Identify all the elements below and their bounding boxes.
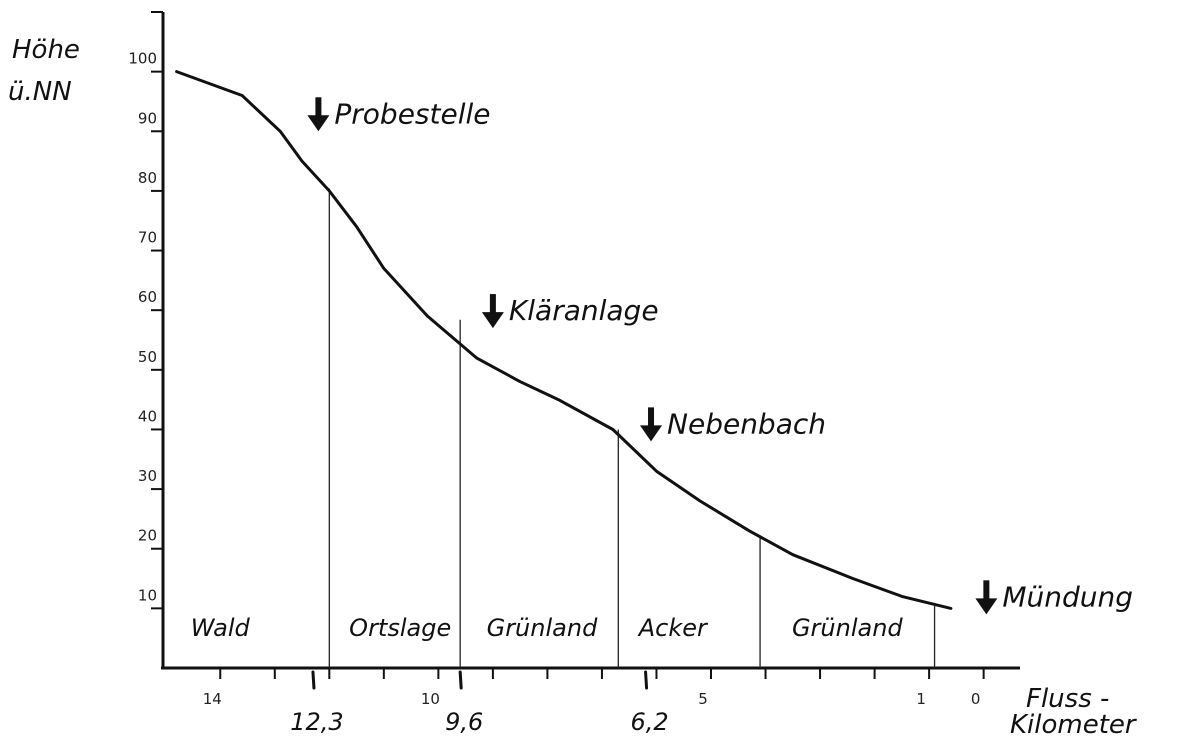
x-tick-label: 1 [916, 690, 926, 708]
down-arrow-head-icon [307, 115, 330, 132]
down-arrow-icon [315, 97, 322, 118]
x-axis-title-line-2: Kilometer [1010, 710, 1138, 738]
y-tick-label: 20 [138, 527, 157, 545]
km-mark [458, 670, 463, 690]
km-mark-label: 12,3 [290, 708, 343, 736]
y-tick-label: 30 [138, 467, 157, 485]
marker-label: Kläranlage [509, 294, 659, 327]
km-mark-label: 9,6 [445, 708, 483, 736]
y-tick-label: 70 [138, 229, 157, 247]
x-tick-label: 10 [421, 690, 440, 708]
y-tick-label: 80 [138, 169, 157, 187]
land-use-boundaries [328, 188, 936, 668]
x-tick-label: 0 [971, 690, 981, 708]
y-tick-label: 50 [138, 348, 157, 366]
land-use-label: Acker [637, 614, 709, 642]
marker-label: Probestelle [334, 97, 490, 130]
x-tick-label: 5 [698, 690, 708, 708]
marker: Probestelle [307, 97, 491, 132]
y-axis-title-line-1: Höhe [12, 35, 80, 65]
y-tick-label: 90 [138, 109, 157, 127]
marker: Mündung [975, 580, 1133, 615]
land-use-label: Grünland [487, 614, 598, 642]
land-use-label: Wald [191, 614, 251, 642]
land-use-label: Grünland [792, 614, 903, 642]
down-arrow-icon [983, 580, 990, 601]
y-axis-title-line-2: ü.NN [8, 77, 72, 107]
y-tick-label: 100 [128, 50, 157, 68]
marker: Kläranlage [481, 294, 659, 329]
km-mark-label: 6,2 [630, 708, 668, 736]
marker-label: Nebenbach [667, 407, 826, 440]
down-arrow-icon [648, 407, 655, 428]
marker-label: Mündung [1002, 580, 1133, 613]
down-arrow-icon [489, 294, 496, 315]
y-tick-label: 10 [138, 586, 157, 604]
axes [161, 12, 1020, 670]
y-tick-label: 40 [138, 407, 157, 425]
y-tick-label: 60 [138, 288, 157, 306]
down-arrow-head-icon [640, 425, 663, 442]
x-axis-title-line-1: Fluss - [1026, 684, 1109, 714]
x-tick-label: 14 [203, 690, 222, 708]
marker-layer: Probestelle Kläranlage Nebenbach Mündung [307, 97, 1133, 615]
tick-layer [151, 11, 985, 690]
km-mark [311, 670, 316, 690]
down-arrow-head-icon [481, 312, 504, 329]
land-use-label: Ortslage [349, 614, 451, 642]
marker: Nebenbach [640, 407, 826, 442]
km-mark [644, 670, 649, 690]
river-profile-line [175, 70, 953, 610]
down-arrow-head-icon [975, 598, 998, 615]
